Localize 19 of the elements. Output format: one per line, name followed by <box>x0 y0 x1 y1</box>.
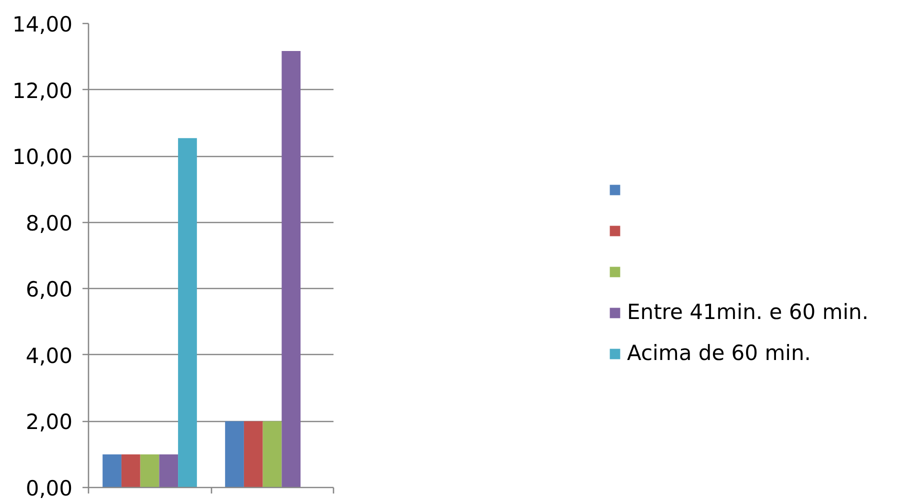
bar <box>102 454 122 488</box>
y-tick-label: 4,00 <box>26 344 73 368</box>
bar <box>244 421 263 488</box>
y-tick-label: 2,00 <box>26 410 73 434</box>
y-tick-label: 12,00 <box>12 78 73 103</box>
y-tick-label: 0,00 <box>26 476 73 500</box>
y-tick-label: 8,00 <box>26 211 73 236</box>
y-tick-label: 6,00 <box>26 278 73 302</box>
bar <box>225 421 244 488</box>
y-tick-label: 14,00 <box>12 12 73 36</box>
bar <box>140 454 160 488</box>
bar <box>159 454 178 488</box>
legend-label: Entre 41min. e 60 min. <box>627 300 869 324</box>
bar <box>282 51 301 488</box>
bar <box>121 454 140 488</box>
bar <box>262 421 282 488</box>
y-tick-label: 10,00 <box>12 145 73 170</box>
bar <box>178 138 197 488</box>
legend-label: Acima de 60 min. <box>627 341 811 365</box>
